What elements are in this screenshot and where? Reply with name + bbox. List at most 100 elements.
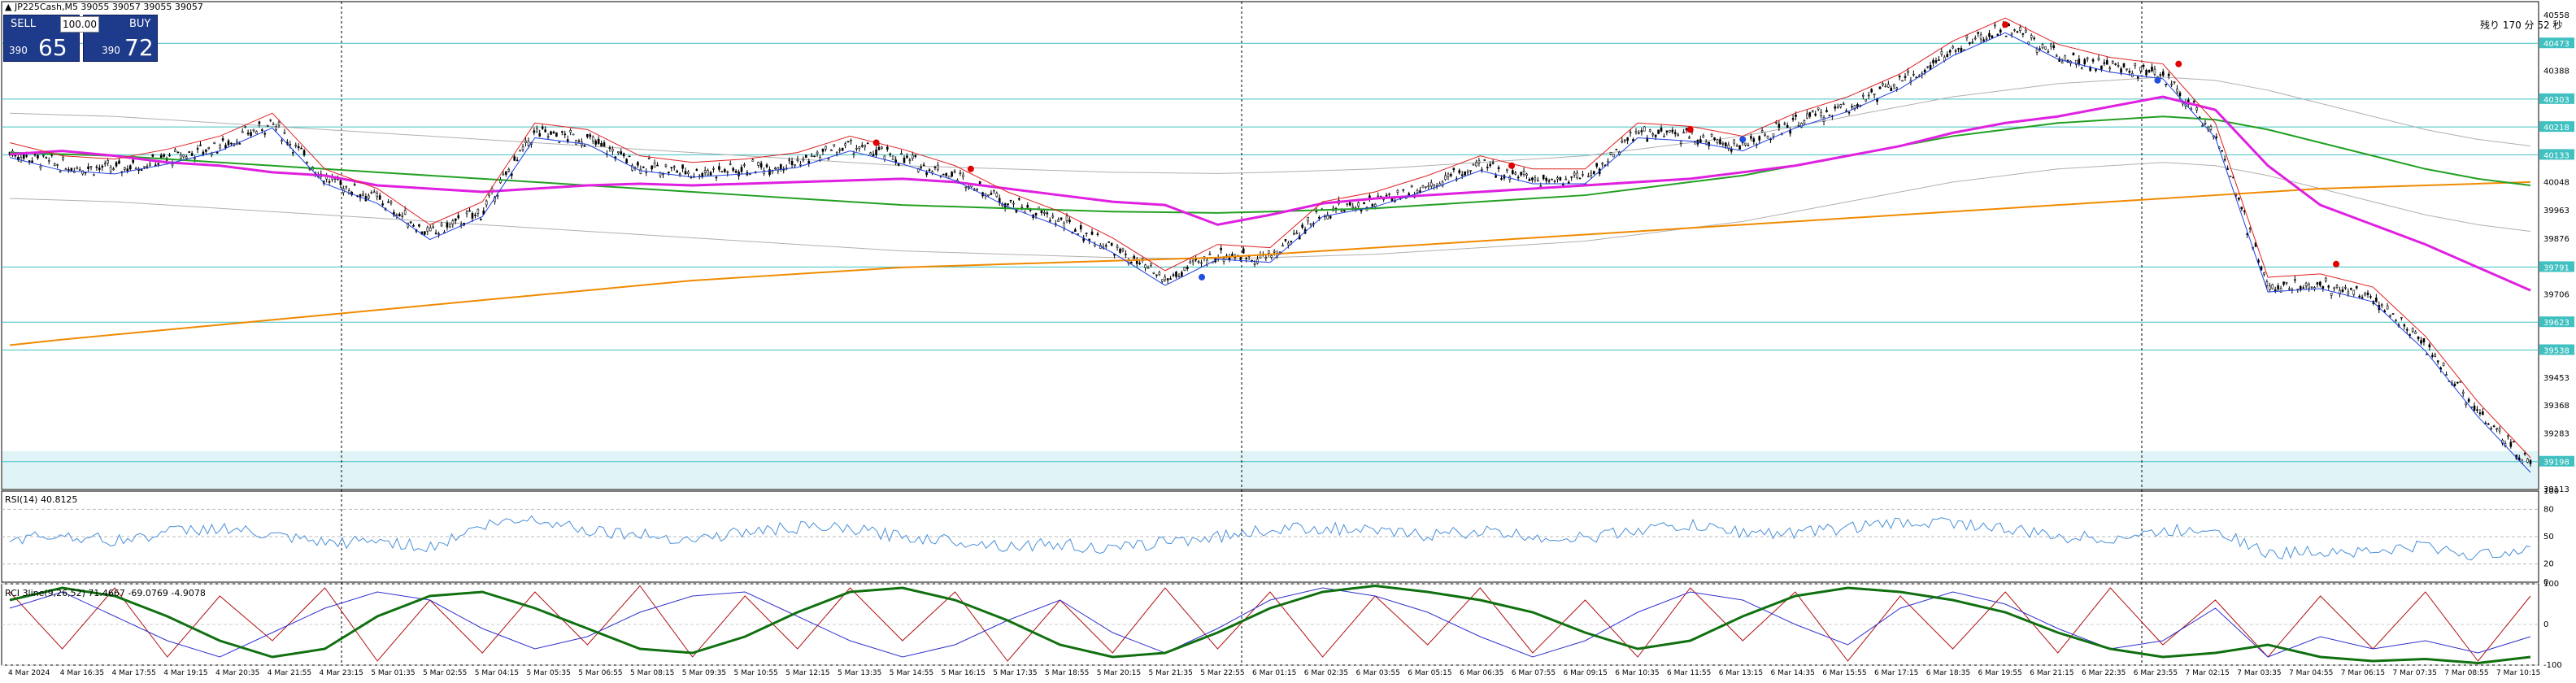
candle-body	[56, 164, 59, 166]
candle-body	[2529, 459, 2532, 464]
candle-body	[2459, 381, 2462, 383]
rsi-title: RSI(14) 40.8125	[5, 494, 78, 505]
candle-body	[987, 194, 990, 196]
symbol-title: ▲ JP225Cash,M5 39055 39057 39055 39057	[5, 2, 203, 12]
candle-body	[2478, 412, 2482, 415]
candle-body	[2126, 68, 2128, 71]
candle-body	[1447, 173, 1450, 177]
x-tick-label: 6 Mar 13:15	[1719, 669, 1763, 677]
candle-body	[2523, 453, 2526, 455]
candle-body	[1556, 177, 1559, 180]
candle-body	[1727, 144, 1730, 150]
candle-body	[2004, 35, 2008, 37]
candle-body	[715, 176, 718, 179]
candle-body	[1836, 107, 1839, 109]
candle-body	[1177, 276, 1181, 278]
candle-body	[1982, 39, 1985, 41]
x-tick-label: 6 Mar 03:55	[1356, 669, 1400, 677]
x-tick-label: 4 Mar 23:15	[320, 669, 363, 677]
candle-body	[2476, 409, 2478, 411]
candle-body	[883, 155, 886, 160]
candle-body	[2456, 381, 2459, 384]
candle-body	[1107, 241, 1111, 243]
candle-body	[1901, 80, 1904, 82]
candle-body	[1497, 167, 1500, 169]
candle-body	[359, 194, 362, 198]
candle-body	[457, 215, 460, 219]
candle-body	[261, 129, 263, 131]
candle-body	[328, 181, 331, 183]
candle-body	[628, 155, 631, 158]
candle-body	[1079, 225, 1082, 230]
candle-body	[2344, 287, 2347, 289]
candle-body	[42, 154, 45, 157]
candle-body	[886, 146, 889, 150]
candle-body	[1907, 71, 1909, 73]
candle-body	[2072, 52, 2075, 56]
candle-body	[1481, 168, 1483, 171]
candle-body	[62, 157, 64, 160]
y-tick-label: 39453	[2543, 374, 2569, 383]
y-tick-label: 39876	[2543, 235, 2569, 244]
candle-body	[2269, 285, 2271, 290]
candle-body	[437, 233, 440, 235]
candle-body	[275, 126, 277, 130]
candle-body	[485, 200, 488, 206]
candle-body	[2229, 176, 2232, 177]
signal-red-dot	[1508, 162, 1516, 169]
candle-body	[1043, 211, 1046, 214]
candle-body	[763, 170, 765, 174]
candle-body	[1326, 215, 1329, 220]
candle-body	[39, 165, 42, 168]
candle-body	[2221, 150, 2223, 152]
candle-body	[134, 167, 137, 170]
candle-body	[1278, 251, 1281, 254]
lot-size-input[interactable]: 100.00	[60, 16, 99, 33]
candle-body	[185, 156, 188, 159]
x-tick-label: 4 Mar 17:55	[112, 669, 156, 677]
candle-body	[908, 159, 912, 161]
x-tick-label: 7 Mar 10:15	[2496, 669, 2540, 677]
candle-body	[1716, 139, 1719, 143]
ma-blue-line	[9, 32, 2531, 473]
candle-body	[1952, 46, 1954, 49]
candle-body	[1396, 189, 1399, 193]
candle-body	[2153, 68, 2156, 75]
price-tag-label: 40303	[2543, 96, 2569, 105]
candle-body	[2428, 344, 2431, 348]
candle-body	[681, 164, 684, 169]
candle-body	[449, 224, 451, 228]
candle-body	[2277, 285, 2279, 289]
candle-body	[2271, 284, 2274, 289]
candle-body	[2386, 306, 2389, 310]
candle-body	[412, 224, 415, 227]
candle-body	[821, 148, 825, 152]
candle-body	[2145, 69, 2147, 76]
candle-body	[684, 171, 687, 175]
candle-body	[28, 160, 31, 163]
candle-body	[1273, 250, 1276, 253]
candle-body	[368, 195, 370, 199]
x-tick-label: 6 Mar 18:35	[1926, 669, 1970, 677]
candle-body	[2075, 59, 2078, 65]
signal-red-dot	[2002, 21, 2009, 28]
candle-body	[2526, 459, 2529, 463]
candle-body	[1534, 177, 1537, 181]
candle-body	[953, 171, 956, 172]
candle-body	[1444, 175, 1447, 181]
x-tick-label: 6 Mar 14:35	[1771, 669, 1815, 677]
candle-body	[802, 159, 805, 161]
x-tick-label: 6 Mar 19:55	[1978, 669, 2022, 677]
x-tick-label: 5 Mar 01:35	[371, 669, 415, 677]
candle-body	[1994, 24, 1996, 27]
signal-red-dot	[967, 165, 974, 172]
candle-body	[215, 151, 219, 154]
candle-body	[1621, 141, 1624, 143]
band-upper	[9, 76, 2531, 174]
candle-body	[1677, 134, 1680, 137]
candle-body	[1189, 261, 1192, 264]
candle-body	[1839, 104, 1843, 107]
x-tick-label: 5 Mar 20:15	[1097, 669, 1141, 677]
